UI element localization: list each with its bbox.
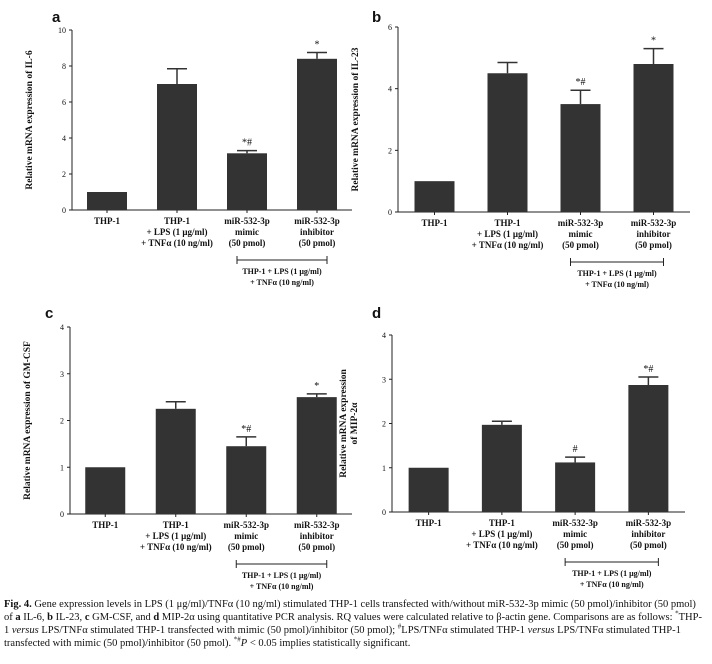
x-tick-label: miR-532-3p mimic (50 pmol) [224,520,270,552]
y-axis-label: Relative mRNA expression of IL-23 [351,47,361,191]
caption-text: versus [527,625,555,636]
y-tick-label: 0 [388,208,392,217]
bar [85,467,126,514]
y-tick-label: 1 [60,463,64,472]
y-tick-label: 3 [382,375,386,384]
bar [555,462,596,512]
y-tick-label: 0 [60,510,64,519]
x-tick-label: THP-1 + LPS (1 μg/ml) + TNFα (10 ng/ml) [141,216,213,248]
x-tick-label: miR-532-3p inhibitor (50 pmol) [626,518,672,550]
caption-text: * [675,609,679,618]
y-axis-label: Relative mRNA expression of IL-6 [25,50,35,189]
group-label: THP-1 + LPS (1 μg/ml) + TNFα (10 ng/ml) [242,267,322,287]
x-tick-label: THP-1 + LPS (1 μg/ml) + TNFα (10 ng/ml) [472,218,544,250]
y-tick-label: 2 [388,146,392,155]
caption-text: IL-23, [53,612,85,623]
caption-text: Gene expression levels in LPS (1 μg/ml)/… [4,599,696,623]
bar [226,446,267,514]
y-tick-label: 0 [382,508,386,517]
x-tick-label: miR-532-3p mimic (50 pmol) [552,518,598,550]
panel-letter: c [45,305,53,322]
bar [157,84,197,210]
caption-text: THP-1 [4,612,702,636]
panel-letter: d [372,305,381,322]
x-tick-label: THP-1 + LPS (1 μg/ml) + TNFα (10 ng/ml) [140,520,212,552]
caption: Fig. 4. Gene expression levels in LPS (1… [4,598,704,650]
y-tick-label: 4 [60,323,64,332]
bar [227,153,267,210]
bar [560,104,601,212]
caption-text: versus [11,625,39,636]
caption-text: # [397,622,402,631]
significance-label: *# [241,424,251,435]
significance-label: * [651,36,656,47]
caption-text: d [153,612,160,623]
significance-label: * [315,40,320,51]
y-tick-label: 1 [382,464,386,473]
significance-label: *# [242,138,252,149]
y-tick-label: 10 [58,26,66,35]
bar [297,58,337,210]
x-tick-label: miR-532-3p mimic (50 pmol) [558,218,604,250]
y-tick-label: 2 [382,420,386,429]
y-tick-label: 2 [62,170,66,179]
group-label: THP-1 + LPS (1 μg/ml) + TNFα (10 ng/ml) [577,269,657,289]
x-tick-label: THP-1 [422,218,448,228]
y-tick-label: 0 [62,206,66,215]
y-tick-label: 4 [62,134,66,143]
caption-text: b [47,612,54,623]
significance-label: *# [576,77,586,88]
y-tick-label: 4 [388,85,392,94]
y-tick-label: 3 [60,370,64,379]
significance-label: # [573,444,578,455]
x-tick-label: miR-532-3p inhibitor (50 pmol) [294,216,340,248]
x-tick-label: miR-532-3p mimic (50 pmol) [224,216,270,248]
x-tick-label: THP-1 [92,520,118,530]
y-tick-label: 8 [62,62,66,71]
group-label: THP-1 + LPS (1 μg/ml) + TNFα (10 ng/ml) [572,569,652,589]
bar [487,73,528,212]
bar [633,64,674,212]
caption-text: LPS/TNFα stimulated THP-1 transfected wi… [4,625,681,649]
caption-text: < 0.05 implies statistically significant… [247,638,411,649]
panel-letter: a [52,9,61,26]
caption-text: IL-6, [20,612,48,623]
caption-text: c [84,612,90,623]
bar [481,424,522,512]
y-tick-label: 4 [382,331,386,340]
x-tick-label: THP-1 [416,518,442,528]
y-axis-label: Relative mRNA expressionof MIP-2α [339,369,360,478]
caption-text: LPS/TNFα stimulated THP-1 transfected wi… [38,625,398,636]
bar [296,397,337,514]
y-tick-label: 6 [388,23,392,32]
group-label: THP-1 + LPS (1 μg/ml) + TNFα (10 ng/ml) [242,571,322,591]
bar [408,467,449,512]
x-tick-label: miR-532-3p inhibitor (50 pmol) [631,218,677,250]
caption-text: Fig. 4. [4,599,32,610]
caption-text: GM-CSF, and [89,612,154,623]
x-tick-label: THP-1 [94,216,120,226]
bar [628,385,669,512]
caption-text: a [15,612,21,623]
caption-text: P [240,638,248,649]
caption-text: LPS/TNFα stimulated THP-1 [401,625,528,636]
significance-label: *# [643,364,653,375]
y-tick-label: 6 [62,98,66,107]
caption-text: *# [233,635,241,644]
bar [414,181,455,212]
bar [155,408,196,514]
caption-text: MIP-2α using quantitative PCR analysis. … [159,612,676,623]
y-axis-label: Relative mRNA expression of GM-CSF [23,341,33,500]
bar [87,192,127,210]
significance-label: * [314,381,319,392]
y-tick-label: 2 [60,417,64,426]
x-tick-label: THP-1 + LPS (1 μg/ml) + TNFα (10 ng/ml) [466,518,538,550]
panel-letter: b [372,9,381,26]
x-tick-label: miR-532-3p inhibitor (50 pmol) [294,520,340,552]
